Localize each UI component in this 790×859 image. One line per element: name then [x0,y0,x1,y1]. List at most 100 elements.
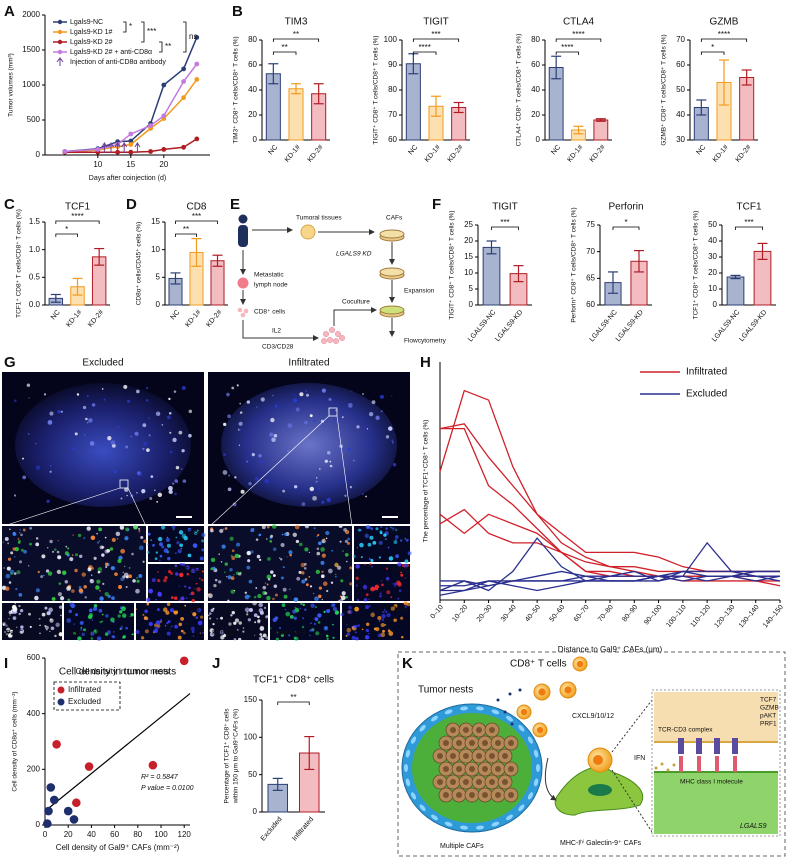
micrograph-texture [330,581,334,584]
micrograph-texture [329,464,333,468]
data-point [161,82,167,88]
micrograph-texture [71,554,74,556]
y-tick-label: 75 [586,220,595,229]
micrograph-texture [104,536,107,539]
micrograph-texture [351,390,353,392]
panel-frame [397,651,786,857]
data-point [128,138,134,144]
micrograph-texture [396,554,399,557]
micrograph-texture [12,616,17,621]
significance-label: **** [572,30,584,39]
micrograph-texture [335,409,337,412]
y-axis-title: CD8α⁺ cells/CD45⁺ cells (%) [136,222,143,306]
micrograph-texture [135,608,138,610]
micrograph-texture [346,632,351,637]
significance-bracket [491,226,519,230]
micrograph-texture [39,624,41,627]
micrograph-texture [157,492,163,498]
micrograph-texture [310,622,312,625]
micrograph-texture [390,596,393,599]
micrograph-texture [192,543,198,548]
micrograph-texture [181,449,185,453]
micrograph-texture [340,579,344,583]
t-nucleus [564,686,572,694]
error-bar [453,101,464,114]
error-bar [170,272,181,285]
micrograph-texture [81,632,85,636]
micrograph-texture [341,591,346,596]
chemokine [510,722,514,726]
legend-marker [57,686,65,694]
micrograph-texture [270,534,274,538]
significance-bracket [175,220,218,224]
x-tick-label: LGALS9-KD [494,309,524,343]
micrograph-texture [161,525,166,530]
micrograph-texture [19,629,24,634]
mhc [715,756,719,772]
micrograph-texture [262,585,267,590]
caf [403,764,409,772]
y-axis-title: The percentage of TCF1⁺CD8⁺ T cells (%) [423,420,430,543]
micrograph-texture [150,539,152,541]
tumor-nucleus [476,779,482,785]
micrograph-texture [164,625,167,627]
x-tick-label: 90–100 [643,604,663,626]
micrograph-texture [49,470,52,473]
micrograph-texture [174,479,178,483]
micrograph-texture [146,448,150,452]
error-bar [272,777,283,791]
panel-label: K [402,655,413,672]
micrograph-texture [400,571,403,574]
micrograph-texture [368,557,371,561]
micrograph-texture [300,562,306,568]
micrograph-texture [293,398,298,403]
micrograph-texture [265,636,269,640]
micrograph-texture [321,500,325,504]
panel-label: D [126,196,137,213]
legend-marker [57,39,63,45]
micrograph-texture [383,608,387,611]
micrograph-texture [302,617,305,620]
micrograph-texture [28,397,30,399]
micrograph-texture [246,565,251,570]
caf [410,736,417,744]
micrograph-texture [384,538,387,541]
micrograph-texture [201,578,204,582]
panel-label: B [232,3,243,20]
micrograph-texture [131,552,134,556]
channel-label: PanCK [212,630,235,637]
micrograph-texture [185,565,190,570]
legend-marker [56,57,64,66]
marker-label: GZMB [760,705,779,712]
micrograph-texture [192,612,197,617]
micrograph-texture [302,603,305,607]
micrograph-texture [388,631,394,636]
micrograph-texture [85,417,88,421]
micrograph-texture [195,616,199,619]
t-nucleus [536,726,544,734]
micrograph-texture [60,614,62,617]
micrograph-texture [280,633,284,637]
micrograph-texture [385,576,390,581]
micrograph-texture [328,397,332,401]
micrograph-texture [276,631,279,634]
significance-label: *** [431,30,440,39]
micrograph-texture [301,571,305,575]
micrograph-texture [176,541,180,545]
micrograph-texture [340,612,344,617]
caf [506,814,513,821]
label: CD8⁺ T cells [510,659,567,670]
series-line [440,537,781,592]
micrograph-texture [321,598,324,601]
micrograph-texture [124,487,129,492]
micrograph-texture [163,548,169,553]
micrograph-texture [12,531,16,535]
micrograph-texture [305,583,309,587]
channel-label: CD8α [184,529,202,536]
receptor [732,738,738,754]
micrograph-texture [281,533,284,536]
tumor-nucleus [456,792,462,798]
micrograph-texture [227,414,231,419]
micrograph-texture [373,627,377,631]
caf [460,706,469,711]
